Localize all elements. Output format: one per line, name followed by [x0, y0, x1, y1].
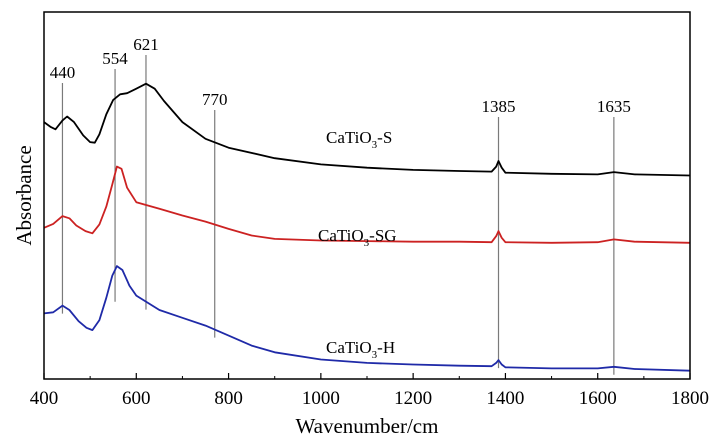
- series-label: CaTiO3-SG: [318, 226, 397, 249]
- x-axis-title: Wavenumber/cm: [296, 414, 439, 437]
- x-tick-label: 400: [30, 388, 59, 409]
- peak-label: 440: [50, 63, 76, 82]
- x-tick-label: 1200: [394, 388, 432, 409]
- y-axis-title: Absorbance: [12, 145, 36, 245]
- series-label: CaTiO3-S: [326, 128, 392, 151]
- peak-label: 554: [102, 49, 128, 68]
- x-tick-label: 600: [122, 388, 151, 409]
- peak-label: 621: [133, 35, 159, 54]
- plot-frame: [43, 11, 691, 380]
- x-tick-label: 800: [214, 388, 243, 409]
- series-labels: CaTiO3-S CaTiO3-SG CaTiO3-H: [318, 128, 397, 361]
- peak-label: 1385: [482, 97, 516, 116]
- peak-label: 770: [202, 90, 228, 109]
- x-axis: 400 600 800 1000 1200 1400 1600 1800: [30, 373, 709, 409]
- series-line: [43, 265, 691, 372]
- x-tick-label: 1600: [579, 388, 617, 409]
- series-lines: [43, 82, 691, 372]
- reference-lines: [61, 55, 615, 375]
- series-label: CaTiO3-H: [326, 338, 395, 361]
- series-line: [43, 82, 691, 177]
- x-tick-label: 1000: [302, 388, 340, 409]
- x-tick-label: 1400: [486, 388, 524, 409]
- x-tick-label: 1800: [671, 388, 709, 409]
- reference-line-labels: 440 554 621 770 1385 1635: [50, 35, 631, 116]
- peak-label: 1635: [597, 97, 631, 116]
- series-line: [43, 165, 691, 244]
